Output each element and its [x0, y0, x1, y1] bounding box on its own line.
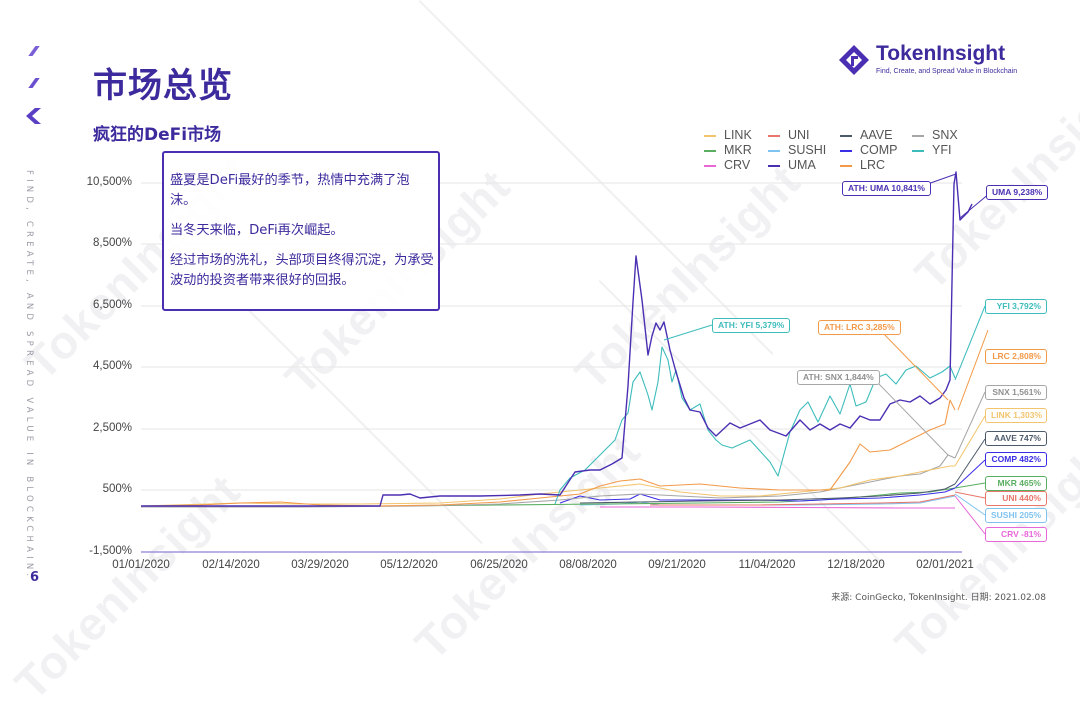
annotation-ath-uma: ATH: UMA 10,841%: [842, 181, 931, 196]
legend-swatch: [840, 164, 852, 167]
legend-label: YFI: [932, 143, 952, 157]
legend-label: COMP: [860, 143, 898, 157]
tokeninsight-logo-icon: [839, 45, 869, 75]
legend-swatch: [840, 134, 852, 137]
decor-chevron-icon: [26, 108, 41, 124]
y-tick: 10,500%: [86, 176, 132, 188]
page-number: 6: [30, 570, 40, 585]
annotation-sushi: SUSHI 205%: [985, 508, 1047, 523]
commentary-paragraph: 当冬天来临，DeFi再次崛起。: [170, 223, 344, 238]
legend-item-yfi[interactable]: YFI: [912, 143, 951, 158]
page-title: 市场总览: [93, 66, 233, 106]
legend-swatch: [768, 149, 780, 152]
legend-label: MKR: [724, 143, 752, 157]
page-subtitle: 疯狂的DeFi市场: [93, 125, 222, 145]
y-tick: 500%: [102, 483, 132, 495]
annotation-yfi: YFI 3,792%: [985, 299, 1047, 314]
legend-item-crv[interactable]: CRV: [704, 158, 750, 173]
legend-label: UNI: [788, 128, 810, 142]
annotation-ath-yfi: ATH: YFI 5,379%: [712, 318, 791, 333]
annotation-mkr: MKR 465%: [985, 476, 1047, 491]
annotation-snx: SNX 1,561%: [985, 385, 1047, 400]
annotation-uni: UNI 440%: [985, 491, 1047, 506]
y-tick: 8,500%: [92, 237, 132, 249]
legend-swatch: [704, 134, 716, 137]
x-tick: 02/01/2021: [916, 559, 974, 571]
legend-swatch: [704, 164, 716, 167]
legend-swatch: [840, 149, 852, 152]
x-tick: 11/04/2020: [738, 559, 796, 571]
legend-label: LRC: [860, 158, 886, 172]
x-tick: 09/21/2020: [648, 559, 706, 571]
legend-swatch: [768, 134, 780, 137]
annotation-link: LINK 1,303%: [985, 408, 1047, 423]
legend-item-uma[interactable]: UMA: [768, 158, 816, 173]
logo-tagline: Find, Create, and Spread Value in Blockc…: [876, 68, 1018, 75]
y-tick: 2,500%: [92, 422, 132, 434]
legend-item-mkr[interactable]: MKR: [704, 143, 752, 158]
legend-item-aave[interactable]: AAVE: [840, 128, 892, 143]
annotation-ath-lrc: ATH: LRC 3,285%: [818, 320, 901, 335]
legend-item-uni[interactable]: UNI: [768, 128, 810, 143]
legend-item-comp[interactable]: COMP: [840, 143, 898, 158]
side-tagline: FIND, CREATE, AND SPREAD VALUE IN BLOCKC…: [24, 170, 34, 581]
legend-swatch: [768, 164, 780, 167]
legend-swatch: [704, 149, 716, 152]
logo-name: TokenInsight: [876, 42, 1006, 65]
legend-item-lrc[interactable]: LRC: [840, 158, 885, 173]
legend-label: CRV: [724, 158, 751, 172]
x-tick: 06/25/2020: [470, 559, 528, 571]
y-tick: 4,500%: [92, 360, 132, 372]
legend-label: LINK: [724, 128, 752, 142]
legend-item-sushi[interactable]: SUSHI: [768, 143, 826, 158]
legend-label: UMA: [788, 158, 816, 172]
y-tick: -1,500%: [89, 545, 132, 557]
x-tick: 02/14/2020: [202, 559, 260, 571]
annotation-crv: CRV -81%: [985, 527, 1047, 542]
x-tick: 12/18/2020: [827, 559, 885, 571]
annotation-uma: UMA 9,238%: [986, 185, 1049, 200]
line-chart: [140, 171, 991, 553]
legend-label: AAVE: [860, 128, 893, 142]
annotation-ath-snx: ATH: SNX 1,844%: [797, 370, 880, 385]
commentary-paragraph: 盛夏是DeFi最好的季节，热情中充满了泡沫。: [170, 173, 410, 208]
legend-swatch: [912, 149, 924, 152]
commentary-box: 盛夏是DeFi最好的季节，热情中充满了泡沫。 当冬天来临，DeFi再次崛起。 经…: [162, 151, 440, 311]
annotation-aave: AAVE 747%: [985, 431, 1047, 446]
legend-label: SUSHI: [788, 143, 827, 157]
x-tick: 01/01/2020: [112, 559, 170, 571]
x-tick: 03/29/2020: [291, 559, 349, 571]
y-tick: 6,500%: [92, 299, 132, 311]
x-tick: 08/08/2020: [559, 559, 617, 571]
commentary-paragraph: 经过市场的洗礼，头部项目终得沉淀，为承受波动的投资者带来很好的回报。: [170, 253, 434, 288]
legend-item-link[interactable]: LINK: [704, 128, 752, 143]
source-note: 来源: CoinGecko, TokenInsight. 日期: 2021.02…: [831, 593, 1046, 603]
legend-swatch: [912, 134, 924, 137]
legend-item-snx[interactable]: SNX: [912, 128, 958, 143]
annotation-lrc: LRC 2,808%: [985, 349, 1047, 364]
legend-label: SNX: [932, 128, 958, 142]
decor-slash-icon: [28, 78, 40, 88]
x-tick: 05/12/2020: [380, 559, 438, 571]
decor-slash-icon: [28, 46, 40, 56]
annotation-comp: COMP 482%: [985, 452, 1047, 467]
